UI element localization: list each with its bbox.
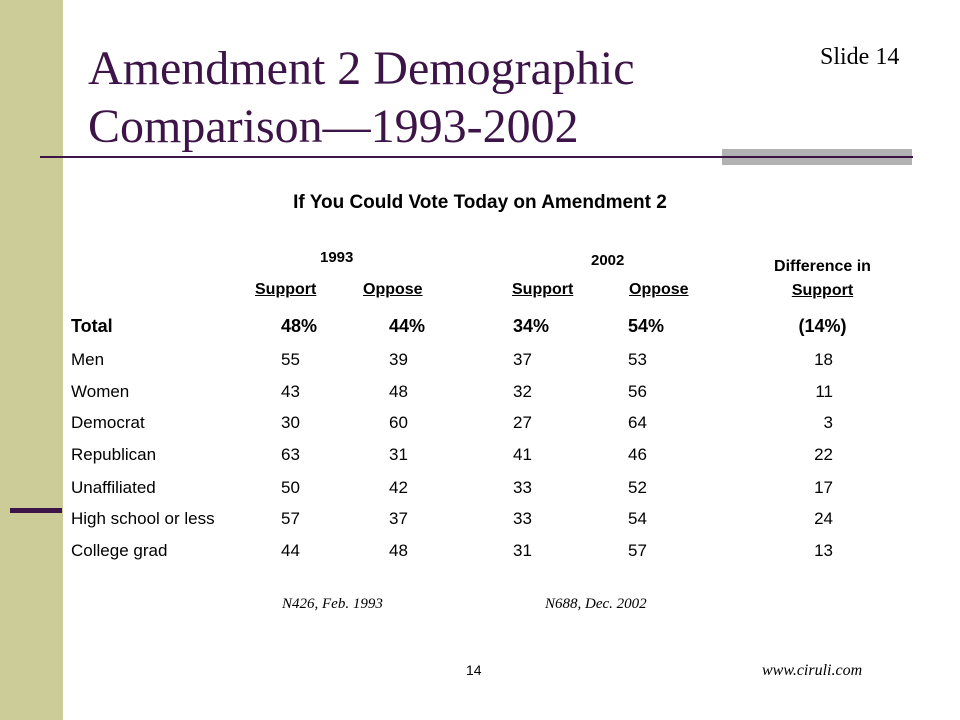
table-heading: If You Could Vote Today on Amendment 2 <box>293 192 667 213</box>
row-label: Total <box>71 316 113 336</box>
support-1993-cell: 63 <box>281 445 300 464</box>
table-row: Democrat 30 60 27 64 3 <box>0 413 960 443</box>
support-2002-cell: 32 <box>513 382 532 401</box>
support-1993-cell: 44 <box>281 541 300 560</box>
difference-cell: 18 <box>814 350 833 369</box>
oppose-2002-cell: 64 <box>628 413 647 432</box>
difference-header-line-2: Support <box>791 282 854 299</box>
difference-cell: 11 <box>815 382 833 401</box>
table-row: Republican 63 31 41 46 22 <box>0 445 960 475</box>
row-label: Women <box>71 382 130 401</box>
table-row: Unaffiliated 50 42 33 52 17 <box>0 478 960 508</box>
table-row: College grad 44 48 31 57 13 <box>0 541 960 571</box>
support-2002-cell: 37 <box>513 350 532 369</box>
difference-cell: 24 <box>814 509 833 528</box>
oppose-1993-cell: 37 <box>389 509 408 528</box>
oppose-1993-cell: 48 <box>389 541 408 560</box>
slide-title-line-1: Amendment 2 Demographic <box>88 42 635 95</box>
support-1993-cell: 48% <box>281 316 318 336</box>
support-1993-cell: 50 <box>281 478 300 497</box>
side-accent-bar <box>0 0 63 720</box>
difference-cell: (14%) <box>798 316 847 336</box>
table-row: Women 43 48 32 56 11 <box>0 382 960 412</box>
support-2002-cell: 34% <box>513 316 550 336</box>
oppose-1993-cell: 60 <box>389 413 408 432</box>
slide-label: Slide 14 <box>820 44 900 70</box>
support-2002-cell: 33 <box>513 478 532 497</box>
support-2002-cell: 33 <box>513 509 532 528</box>
table-row-total: Total 48% 44% 34% 54% (14%) <box>0 316 960 346</box>
sample-note-1993: N426, Feb. 1993 <box>282 596 383 612</box>
support-2002-header: Support <box>512 281 574 298</box>
slide-title-line-2: Comparison—1993-2002 <box>88 100 579 153</box>
website-url: www.ciruli.com <box>762 662 863 679</box>
oppose-1993-cell: 48 <box>389 382 408 401</box>
oppose-2002-cell: 56 <box>628 382 647 401</box>
oppose-2002-cell: 54% <box>628 316 665 336</box>
support-1993-cell: 57 <box>281 509 300 528</box>
oppose-1993-cell: 42 <box>389 478 408 497</box>
oppose-2002-cell: 52 <box>628 478 647 497</box>
row-label: Republican <box>71 445 157 464</box>
oppose-2002-header: Oppose <box>629 281 689 298</box>
oppose-2002-cell: 57 <box>628 541 647 560</box>
difference-cell: 13 <box>814 541 833 560</box>
sample-note-2002: N688, Dec. 2002 <box>545 596 647 612</box>
oppose-2002-cell: 46 <box>628 445 647 464</box>
page-number: 14 <box>466 662 482 678</box>
difference-cell: 17 <box>814 478 833 497</box>
difference-cell: 3 <box>823 413 833 432</box>
row-label: High school or less <box>71 509 215 528</box>
year-2002-header: 2002 <box>591 252 625 269</box>
row-label: Men <box>71 350 105 369</box>
year-1993-header: 1993 <box>320 249 354 266</box>
support-2002-cell: 27 <box>513 413 532 432</box>
slide-title: Amendment 2 Demographic Comparison—1993-2… <box>88 40 635 156</box>
oppose-1993-cell: 31 <box>389 445 408 464</box>
row-label: Democrat <box>71 413 145 432</box>
oppose-2002-cell: 53 <box>628 350 647 369</box>
title-rule <box>40 156 913 158</box>
support-1993-header: Support <box>255 281 317 298</box>
table-row: High school or less 57 37 33 54 24 <box>0 509 960 539</box>
table-row: Men 55 39 37 53 18 <box>0 350 960 380</box>
support-1993-cell: 55 <box>281 350 300 369</box>
support-1993-cell: 43 <box>281 382 300 401</box>
oppose-1993-cell: 39 <box>389 350 408 369</box>
difference-cell: 22 <box>814 445 833 464</box>
support-2002-cell: 31 <box>513 541 532 560</box>
row-label: College grad <box>71 541 168 560</box>
difference-header: Difference in Support <box>740 255 905 303</box>
side-accent-tick <box>10 508 62 513</box>
row-label: Unaffiliated <box>71 478 156 497</box>
oppose-1993-header: Oppose <box>363 281 423 298</box>
support-2002-cell: 41 <box>513 445 532 464</box>
oppose-1993-cell: 44% <box>389 316 426 336</box>
support-1993-cell: 30 <box>281 413 300 432</box>
difference-header-line-1: Difference in <box>774 258 871 275</box>
oppose-2002-cell: 54 <box>628 509 647 528</box>
